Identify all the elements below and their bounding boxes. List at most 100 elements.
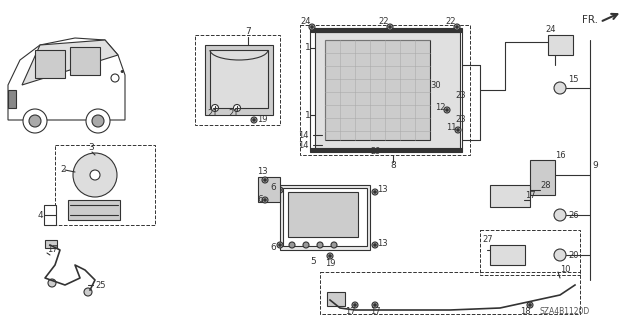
Circle shape bbox=[92, 115, 104, 127]
Circle shape bbox=[372, 189, 378, 195]
Bar bbox=[288, 192, 358, 237]
Text: 24: 24 bbox=[300, 18, 310, 26]
Circle shape bbox=[277, 187, 283, 193]
Polygon shape bbox=[8, 38, 125, 120]
Circle shape bbox=[554, 82, 566, 94]
Circle shape bbox=[262, 177, 268, 183]
Text: 21: 21 bbox=[228, 109, 239, 118]
Text: 11: 11 bbox=[446, 123, 456, 132]
Bar bbox=[45, 240, 57, 248]
Text: FR.: FR. bbox=[582, 15, 598, 25]
Circle shape bbox=[303, 242, 309, 248]
Text: 26: 26 bbox=[568, 211, 579, 219]
Text: 20: 20 bbox=[568, 250, 579, 259]
Circle shape bbox=[372, 242, 378, 248]
Circle shape bbox=[84, 288, 92, 296]
Text: 16: 16 bbox=[555, 151, 566, 160]
Bar bbox=[280, 185, 370, 250]
Text: 14: 14 bbox=[298, 130, 308, 139]
Circle shape bbox=[211, 105, 218, 112]
Text: 23: 23 bbox=[455, 91, 466, 100]
Circle shape bbox=[253, 119, 255, 121]
Bar bbox=[310, 148, 462, 152]
Circle shape bbox=[388, 26, 391, 28]
Text: 13: 13 bbox=[377, 239, 388, 248]
Text: 18: 18 bbox=[520, 307, 531, 315]
Circle shape bbox=[457, 129, 460, 131]
Circle shape bbox=[279, 244, 281, 246]
Circle shape bbox=[309, 24, 315, 30]
Text: 6: 6 bbox=[270, 183, 276, 192]
Text: 1: 1 bbox=[305, 110, 311, 120]
Circle shape bbox=[454, 24, 460, 30]
Text: 8: 8 bbox=[390, 160, 396, 169]
Text: 4: 4 bbox=[38, 211, 44, 219]
Bar bbox=[320, 272, 580, 314]
Bar bbox=[530, 160, 555, 195]
Circle shape bbox=[444, 107, 450, 113]
Circle shape bbox=[289, 242, 295, 248]
Text: 2: 2 bbox=[60, 166, 66, 174]
Circle shape bbox=[311, 26, 313, 28]
Bar bbox=[44, 205, 56, 225]
Text: 12: 12 bbox=[435, 103, 445, 113]
Circle shape bbox=[279, 189, 281, 191]
Circle shape bbox=[327, 253, 333, 259]
Circle shape bbox=[86, 109, 110, 133]
Text: 15: 15 bbox=[568, 76, 579, 85]
Text: 14: 14 bbox=[298, 140, 308, 150]
Circle shape bbox=[277, 242, 283, 248]
Bar bbox=[490, 185, 530, 207]
Circle shape bbox=[374, 191, 376, 193]
Circle shape bbox=[372, 302, 378, 308]
Polygon shape bbox=[22, 40, 118, 85]
Text: 17: 17 bbox=[345, 307, 356, 315]
Text: 17: 17 bbox=[47, 246, 58, 255]
Circle shape bbox=[251, 117, 257, 123]
Circle shape bbox=[554, 209, 566, 221]
Bar bbox=[490, 245, 525, 265]
Circle shape bbox=[352, 302, 358, 308]
Text: 24: 24 bbox=[545, 26, 556, 34]
Circle shape bbox=[264, 199, 266, 201]
Circle shape bbox=[527, 302, 533, 308]
Text: 13: 13 bbox=[377, 186, 388, 195]
Circle shape bbox=[317, 242, 323, 248]
Circle shape bbox=[455, 127, 461, 133]
Circle shape bbox=[234, 105, 241, 112]
Circle shape bbox=[456, 26, 458, 28]
Circle shape bbox=[90, 170, 100, 180]
Circle shape bbox=[387, 24, 393, 30]
Circle shape bbox=[517, 197, 523, 203]
Text: 9: 9 bbox=[592, 160, 598, 169]
Circle shape bbox=[111, 74, 119, 82]
Circle shape bbox=[374, 304, 376, 306]
Text: SZA4B1120D: SZA4B1120D bbox=[540, 308, 590, 316]
Circle shape bbox=[262, 197, 268, 203]
Text: 23: 23 bbox=[455, 115, 466, 124]
Bar bbox=[195, 35, 280, 125]
Bar bbox=[480, 230, 580, 275]
Circle shape bbox=[331, 242, 337, 248]
Text: 10: 10 bbox=[560, 265, 570, 275]
Circle shape bbox=[264, 179, 266, 181]
Text: 22: 22 bbox=[445, 18, 456, 26]
Bar bbox=[8, 90, 16, 108]
Circle shape bbox=[329, 255, 332, 257]
Text: 3: 3 bbox=[88, 144, 93, 152]
Bar bbox=[258, 177, 280, 202]
Text: •: • bbox=[118, 67, 125, 77]
Text: 17: 17 bbox=[370, 307, 381, 315]
Bar bbox=[310, 28, 462, 32]
Text: 27: 27 bbox=[482, 235, 493, 244]
Circle shape bbox=[554, 249, 566, 261]
Text: 6: 6 bbox=[270, 243, 276, 253]
Circle shape bbox=[354, 304, 356, 306]
Text: 17: 17 bbox=[525, 190, 536, 199]
Text: 28: 28 bbox=[540, 181, 550, 189]
Circle shape bbox=[374, 244, 376, 246]
Circle shape bbox=[73, 153, 117, 197]
Circle shape bbox=[23, 109, 47, 133]
Text: 19: 19 bbox=[325, 259, 335, 269]
Text: 29: 29 bbox=[370, 147, 381, 157]
